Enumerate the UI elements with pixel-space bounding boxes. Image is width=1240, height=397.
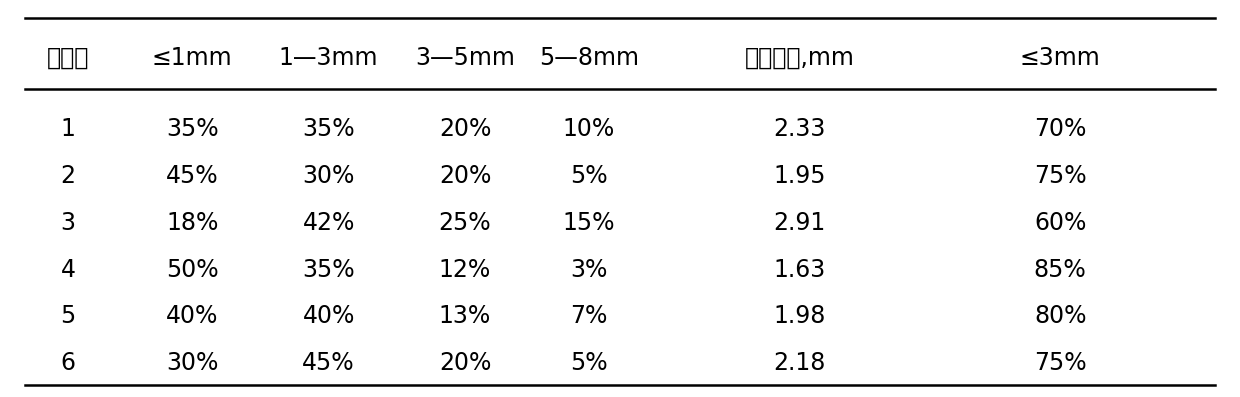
Text: 6: 6 xyxy=(61,351,76,375)
Text: 3%: 3% xyxy=(570,258,608,281)
Text: 1.98: 1.98 xyxy=(774,304,826,328)
Text: 45%: 45% xyxy=(166,164,218,188)
Text: 2: 2 xyxy=(61,164,76,188)
Text: 20%: 20% xyxy=(439,164,491,188)
Text: 42%: 42% xyxy=(303,211,355,235)
Text: 35%: 35% xyxy=(303,258,355,281)
Text: 实施例: 实施例 xyxy=(47,46,89,69)
Text: 20%: 20% xyxy=(439,117,491,141)
Text: 2.33: 2.33 xyxy=(774,117,826,141)
Text: 1.63: 1.63 xyxy=(774,258,826,281)
Text: ≤1mm: ≤1mm xyxy=(151,46,233,69)
Text: 3—5mm: 3—5mm xyxy=(415,46,515,69)
Text: 2.18: 2.18 xyxy=(774,351,826,375)
Text: 30%: 30% xyxy=(303,164,355,188)
Text: 45%: 45% xyxy=(303,351,355,375)
Text: 平均粒径,mm: 平均粒径,mm xyxy=(745,46,854,69)
Text: 25%: 25% xyxy=(439,211,491,235)
Text: 5%: 5% xyxy=(570,164,608,188)
Text: 12%: 12% xyxy=(439,258,491,281)
Text: 5—8mm: 5—8mm xyxy=(539,46,639,69)
Text: 1: 1 xyxy=(61,117,76,141)
Text: 18%: 18% xyxy=(166,211,218,235)
Text: 4: 4 xyxy=(61,258,76,281)
Text: 35%: 35% xyxy=(166,117,218,141)
Text: 20%: 20% xyxy=(439,351,491,375)
Text: 2.91: 2.91 xyxy=(774,211,826,235)
Text: 13%: 13% xyxy=(439,304,491,328)
Text: 70%: 70% xyxy=(1034,117,1086,141)
Text: 3: 3 xyxy=(61,211,76,235)
Text: 75%: 75% xyxy=(1034,351,1086,375)
Text: ≤3mm: ≤3mm xyxy=(1019,46,1101,69)
Text: 85%: 85% xyxy=(1034,258,1086,281)
Text: 50%: 50% xyxy=(166,258,218,281)
Text: 15%: 15% xyxy=(563,211,615,235)
Text: 80%: 80% xyxy=(1034,304,1086,328)
Text: 1—3mm: 1—3mm xyxy=(279,46,378,69)
Text: 5%: 5% xyxy=(570,351,608,375)
Text: 60%: 60% xyxy=(1034,211,1086,235)
Text: 30%: 30% xyxy=(166,351,218,375)
Text: 10%: 10% xyxy=(563,117,615,141)
Text: 35%: 35% xyxy=(303,117,355,141)
Text: 75%: 75% xyxy=(1034,164,1086,188)
Text: 40%: 40% xyxy=(166,304,218,328)
Text: 40%: 40% xyxy=(303,304,355,328)
Text: 1.95: 1.95 xyxy=(774,164,826,188)
Text: 7%: 7% xyxy=(570,304,608,328)
Text: 5: 5 xyxy=(61,304,76,328)
